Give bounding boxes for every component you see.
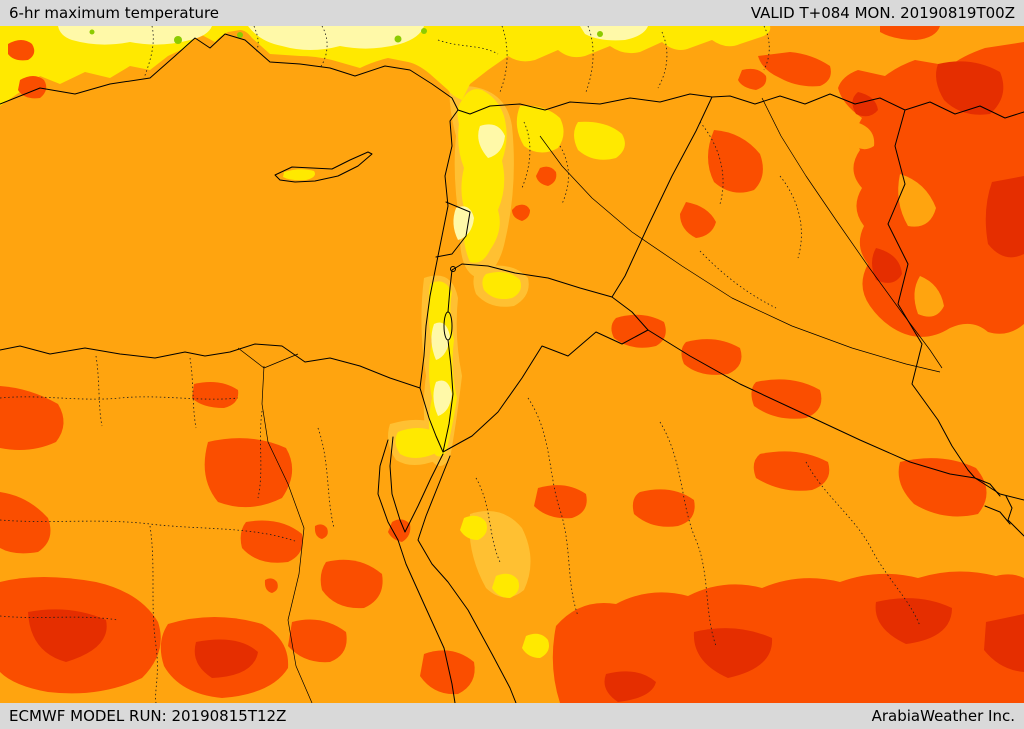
jordan-saudi-border (442, 329, 649, 453)
euphrates-river (539, 135, 941, 373)
temperature-field-red-orange (0, 26, 1024, 703)
jordan-iraq-border (611, 296, 649, 331)
syria-iraq-border (611, 96, 713, 298)
gulf-coastline (1005, 495, 1024, 537)
admin-boundaries (0, 26, 921, 703)
valid-time-label: VALID T+084 MON. 20190819T00Z (750, 4, 1015, 22)
syria-jordan-border (461, 263, 613, 298)
kuwait-border (974, 477, 1011, 525)
israel-jordan-border (442, 263, 463, 453)
red-sea-east-coast (417, 455, 517, 703)
sinai-coastline (389, 436, 444, 533)
iraq-iran-border (887, 109, 976, 479)
attribution-label: ArabiaWeather Inc. (871, 707, 1015, 725)
header-bar: 6-hr maximum temperature VALID T+084 MON… (0, 0, 1024, 26)
temperature-field-pale-yellow (58, 26, 648, 416)
dead-sea (443, 311, 453, 341)
mediterranean-coastline (0, 33, 459, 389)
coastlines (0, 33, 1024, 703)
red-sea-west-coast (377, 439, 456, 703)
temperature-field-orange-valleys (849, 122, 944, 317)
footer-bar: ECMWF MODEL RUN: 20190815T12Z ArabiaWeat… (0, 703, 1024, 729)
weather-map (0, 26, 1024, 703)
tigris-river (761, 97, 943, 369)
map-canvas (0, 26, 1024, 703)
rivers (237, 97, 943, 703)
model-run-label: ECMWF MODEL RUN: 20190815T12Z (9, 707, 287, 725)
temperature-field-red (28, 61, 1024, 702)
iraq-saudi-border (647, 329, 1024, 501)
cyprus-coastline (274, 151, 373, 183)
sea-of-galilee (450, 266, 456, 272)
nile-river (237, 347, 313, 703)
map-title: 6-hr maximum temperature (9, 4, 220, 22)
lebanon-border (435, 201, 471, 258)
country-borders (419, 93, 1024, 525)
temperature-field-green-spots (89, 28, 603, 44)
israel-egypt-border (419, 387, 444, 453)
turkey-border (457, 93, 1024, 119)
